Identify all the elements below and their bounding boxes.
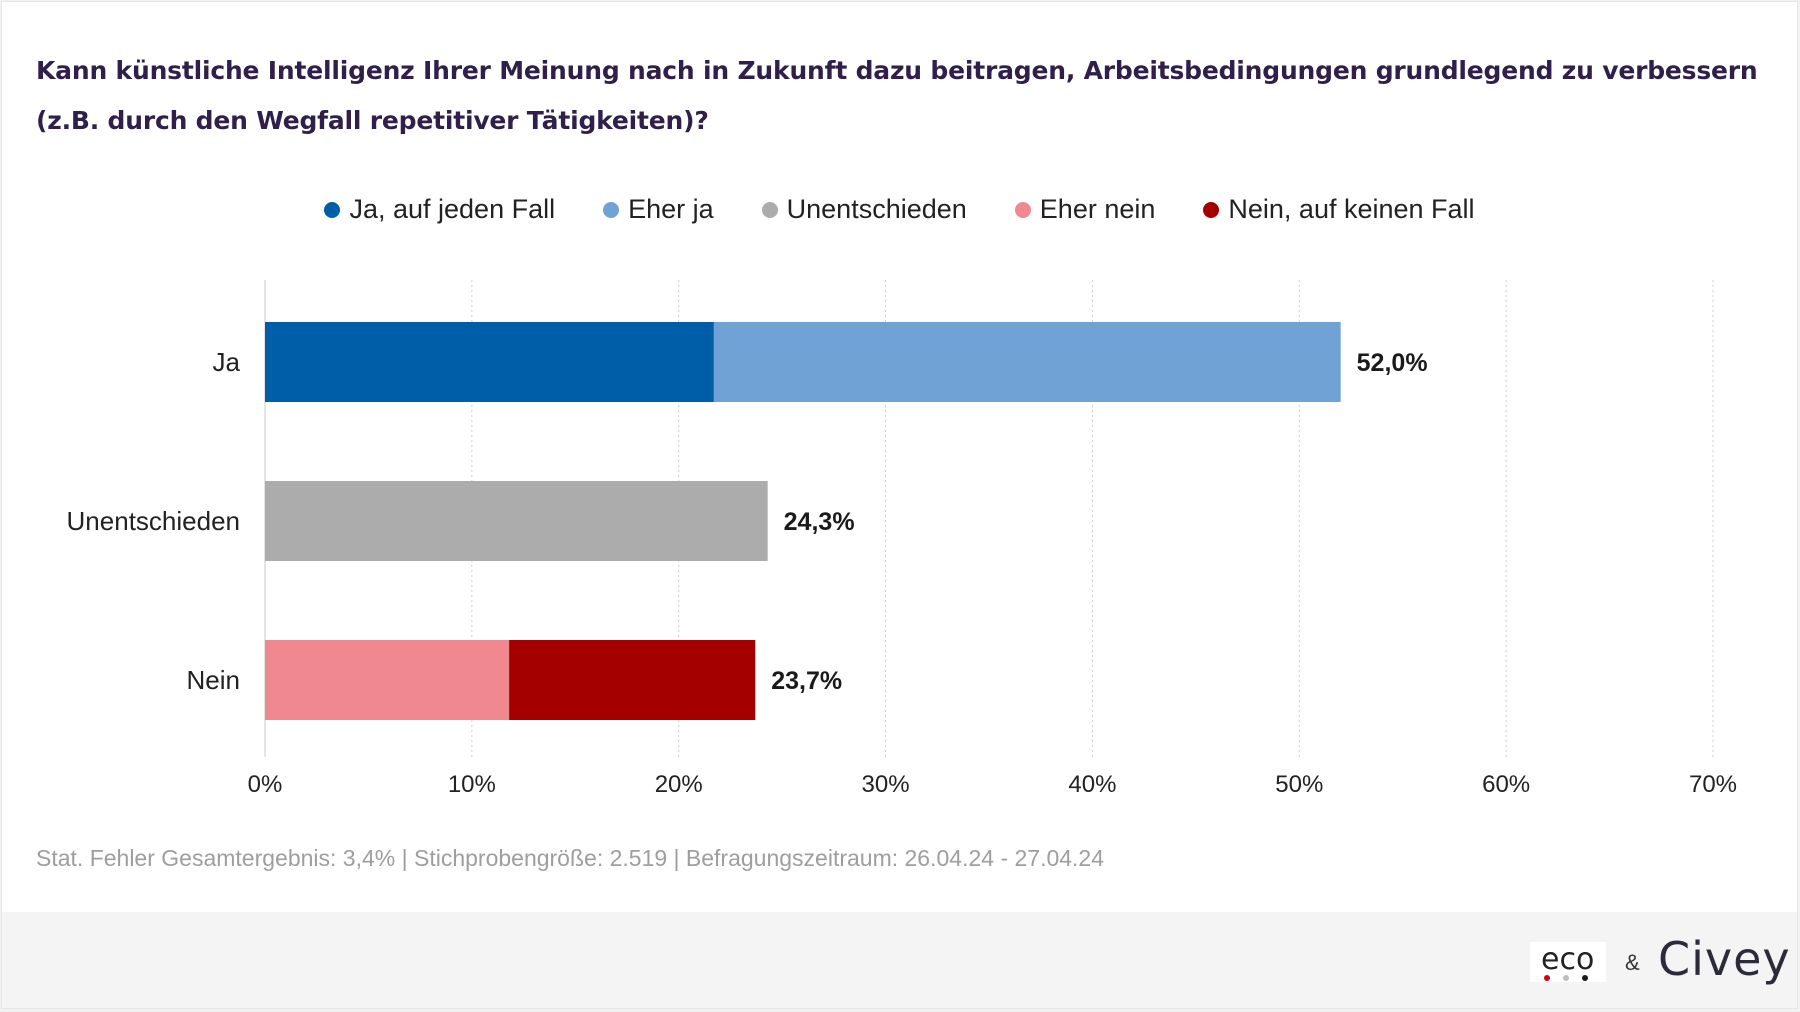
bar-segment [509,640,756,720]
bar-segment [713,322,1341,402]
bar-segment [265,481,768,561]
legend-label: Nein, auf keinen Fall [1228,194,1475,224]
bar-total-label: 23,7% [771,667,842,695]
footnote: Stat. Fehler Gesamtergebnis: 3,4% | Stic… [36,845,1105,871]
category-label: Ja [213,347,241,377]
legend-item-eher-nein: Eher nein [1014,194,1156,225]
stacked-bar-chart: 0% 10% 20% 30% 40% 50% 60% 70% Ja 52,0% Unentschie… [67,280,1737,798]
legend-swatch-ja-auf-jeden-fall [324,201,341,218]
legend-label: Unentschieden [786,194,967,224]
legend-label: Eher nein [1039,194,1156,224]
x-tick-label: 70% [1689,771,1737,798]
chart-title: Kann künstliche Intelligenz Ihrer Meinun… [36,56,1758,135]
legend-label: Eher ja [628,194,714,224]
ampersand: & [1625,950,1640,975]
legend-swatch-unentschieden [761,201,778,218]
category-label: Unentschieden [67,506,240,536]
eco-logo: eco [1530,942,1606,982]
legend-swatch-eher-nein [1014,201,1031,218]
legend-item-eher-ja: Eher ja [603,194,714,225]
x-tick-label: 40% [1068,771,1116,798]
legend-swatch-eher-ja [603,201,620,218]
x-tick-label: 30% [862,771,910,798]
x-tick-label: 60% [1482,771,1530,798]
eco-logo-dot-grey [1563,975,1569,981]
chart-legend: Ja, auf jeden Fall Eher ja Unentschieden… [2,194,1797,225]
civey-logo: Civey [1658,932,1791,986]
x-tick-label: 50% [1275,771,1323,798]
bar-segment [265,640,510,720]
eco-logo-text: eco [1541,942,1595,977]
bar-segment [265,322,714,402]
x-tick-label: 10% [448,771,496,798]
legend-item-nein-auf-keinen-fall: Nein, auf keinen Fall [1203,194,1475,225]
x-tick-label: 0% [248,771,283,798]
category-label: Nein [187,665,240,695]
legend-label: Ja, auf jeden Fall [349,194,556,224]
eco-logo-dot-black [1582,975,1588,981]
bar-total-label: 52,0% [1357,349,1428,377]
eco-logo-dot-red [1544,975,1550,981]
bar-total-label: 24,3% [784,508,855,536]
x-tick-label: 20% [655,771,703,798]
footer-bar [2,912,1797,1008]
legend-item-unentschieden: Unentschieden [761,194,967,225]
legend-swatch-nein-auf-keinen-fall [1203,201,1220,218]
legend-item-ja-auf-jeden-fall: Ja, auf jeden Fall [324,194,555,225]
